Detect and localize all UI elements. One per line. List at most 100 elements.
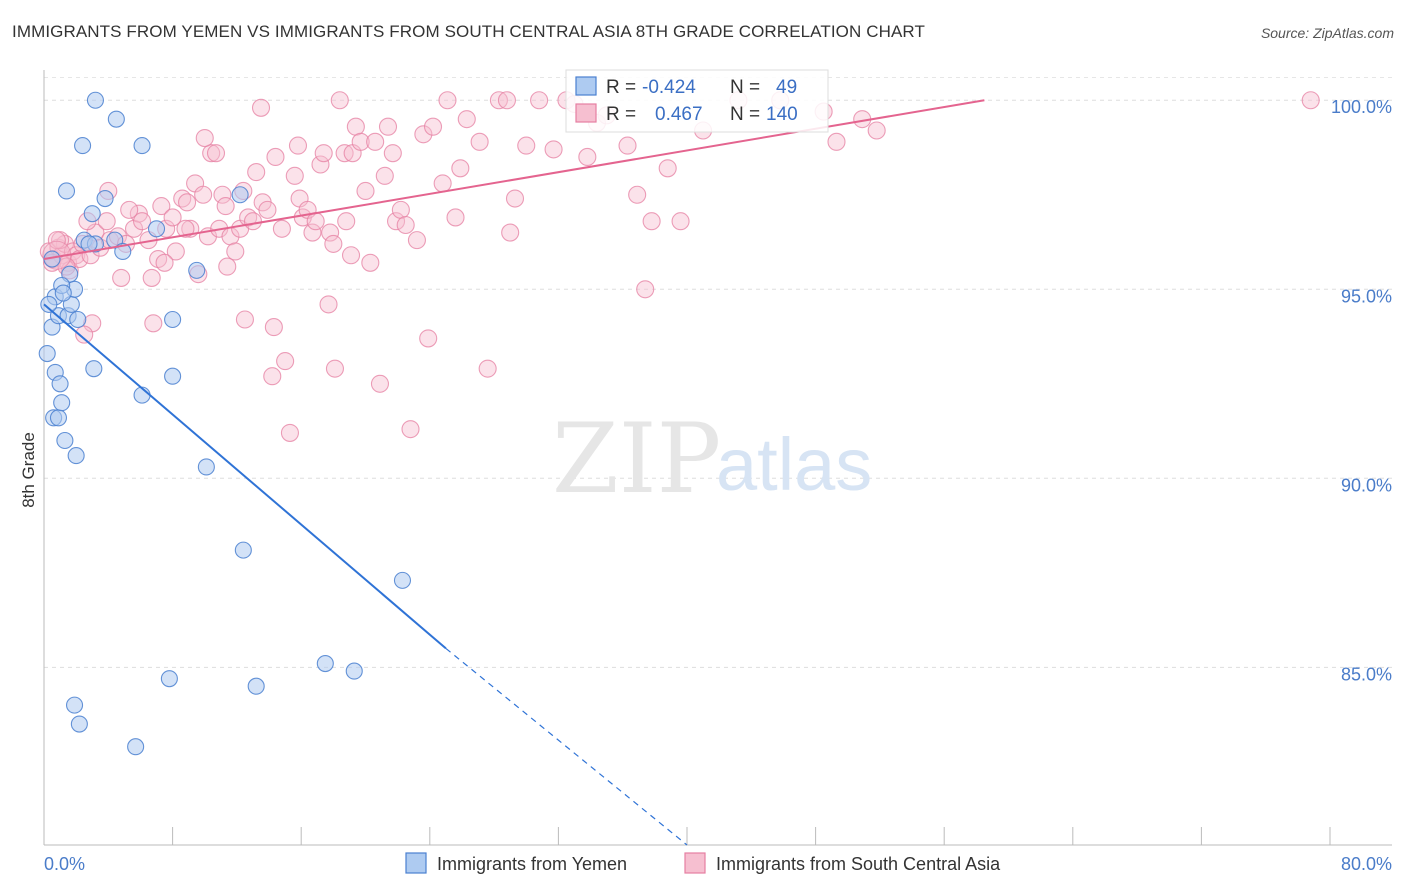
asia-point-122 — [867, 121, 886, 140]
yemen-point-28 — [133, 137, 151, 155]
asia-point-114 — [658, 159, 677, 178]
watermark: ZIP atlas — [552, 403, 872, 515]
yemen-point-29 — [147, 220, 166, 238]
asia-point-57 — [280, 423, 299, 442]
x-tick-labels: 0.0% 80.0% — [44, 854, 1392, 874]
asia-point-63 — [306, 212, 325, 231]
yemen-point-22 — [96, 189, 114, 208]
asia-point-77 — [361, 253, 380, 272]
gridlines — [44, 77, 1392, 668]
asia-point-27 — [152, 197, 171, 216]
asia-point-125 — [75, 325, 94, 344]
asia-point-62 — [303, 223, 322, 242]
yemen-point-41 — [160, 670, 178, 688]
yemen-point-13 — [69, 310, 87, 329]
asia-point-39 — [206, 144, 226, 163]
asia-point-95 — [457, 110, 476, 129]
asia-point-139 — [324, 234, 343, 253]
asia-point-104 — [544, 140, 563, 159]
asia-point-58 — [285, 166, 304, 185]
asia-point-74 — [346, 117, 365, 136]
asia-point-112 — [636, 280, 655, 299]
y-tick-label-0: 85.0% — [1341, 664, 1392, 684]
watermark-zip: ZIP — [552, 403, 721, 515]
y-tick-label-3: 100.0% — [1331, 97, 1392, 117]
legend-n-value-asia: 140 — [766, 104, 798, 125]
asia-point-128 — [120, 200, 139, 219]
asia-point-102 — [517, 136, 536, 155]
y-tick-label-2: 95.0% — [1341, 286, 1392, 306]
yemen-point-26 — [107, 110, 125, 128]
asia-point-25 — [142, 268, 161, 287]
asia-point-54 — [266, 147, 285, 167]
asia-point-42 — [218, 257, 237, 276]
y-tick-labels: 85.0% 90.0% 95.0% 100.0% — [1331, 97, 1392, 684]
asia-point-115 — [671, 212, 690, 231]
asia-point-120 — [827, 132, 846, 151]
asia-point-32 — [178, 193, 197, 212]
asia-point-110 — [618, 136, 637, 155]
legend-r-value-asia: 0.467 — [655, 104, 703, 125]
yemen-point-8 — [53, 394, 71, 412]
legend-n-label: N = — [730, 77, 760, 98]
asia-point-127 — [235, 310, 254, 329]
asia-point-134 — [176, 219, 195, 238]
yemen-point-46 — [54, 284, 72, 302]
asia-point-71 — [337, 212, 356, 231]
asia-point-129 — [155, 253, 174, 272]
asia-point-103 — [530, 91, 549, 110]
asia-point-94 — [451, 159, 470, 178]
asia-point-41 — [213, 185, 232, 204]
y-tick-label-1: 90.0% — [1341, 475, 1392, 495]
asia-point-100 — [501, 223, 520, 242]
yemen-point-9 — [56, 431, 74, 450]
legend-n-label: N = — [730, 104, 760, 125]
asia-point-89 — [419, 329, 438, 348]
bottom-legend-swatch-yemen — [405, 852, 427, 874]
asia-point-97 — [478, 359, 497, 378]
yemen-point-19 — [85, 360, 103, 378]
yemen-point-40 — [393, 571, 412, 589]
yemen-point-20 — [83, 205, 101, 223]
asia-point-56 — [276, 352, 295, 371]
asia-point-49 — [247, 163, 266, 182]
yemen-point-25 — [86, 91, 104, 109]
legend-swatch-yemen — [575, 76, 597, 96]
asia-point-30 — [166, 242, 185, 261]
asia-point-138 — [288, 136, 308, 155]
asia-point-96 — [470, 132, 489, 151]
asia-point-83 — [386, 212, 406, 231]
legend-box: R = -0.424 N = 49 R = 0.467 N = 140 — [565, 69, 829, 133]
asia-point-53 — [264, 318, 283, 337]
asia-point-81 — [378, 117, 398, 136]
asia-point-29 — [163, 208, 182, 227]
asia-point-85 — [396, 215, 415, 235]
yemen-point-44 — [127, 738, 145, 756]
asia-point-23 — [133, 212, 152, 231]
legend-r-label: R = — [606, 104, 636, 125]
asia-point-66 — [319, 295, 338, 314]
bottom-legend-label-yemen: Immigrants from Yemen — [437, 854, 627, 874]
y-axis-label: 8th Grade — [19, 432, 38, 508]
yemen-point-34 — [197, 458, 215, 476]
asia-point-36 — [194, 185, 213, 204]
axes — [43, 70, 1392, 846]
asia-point-19 — [112, 268, 131, 287]
asia-point-44 — [226, 242, 245, 261]
asia-point-91 — [433, 174, 452, 193]
asia-point-136 — [216, 197, 235, 216]
asia-point-78 — [366, 132, 385, 151]
yemen-point-27 — [74, 137, 92, 155]
asia-point-48 — [243, 212, 263, 231]
chart-title: IMMIGRANTS FROM YEMEN VS IMMIGRANTS FROM… — [12, 22, 925, 41]
asia-point-38 — [202, 144, 221, 163]
asia-point-92 — [438, 91, 457, 110]
yemen-point-38 — [316, 654, 334, 673]
asia-point-82 — [383, 144, 402, 163]
asia-point-76 — [356, 181, 375, 201]
yemen-point-43 — [70, 715, 88, 733]
bottom-legend-label-asia: Immigrants from South Central Asia — [716, 854, 1001, 874]
yemen-point-0 — [38, 344, 56, 363]
yemen-point-37 — [247, 677, 265, 695]
x-tick-label-1: 80.0% — [1341, 854, 1392, 874]
